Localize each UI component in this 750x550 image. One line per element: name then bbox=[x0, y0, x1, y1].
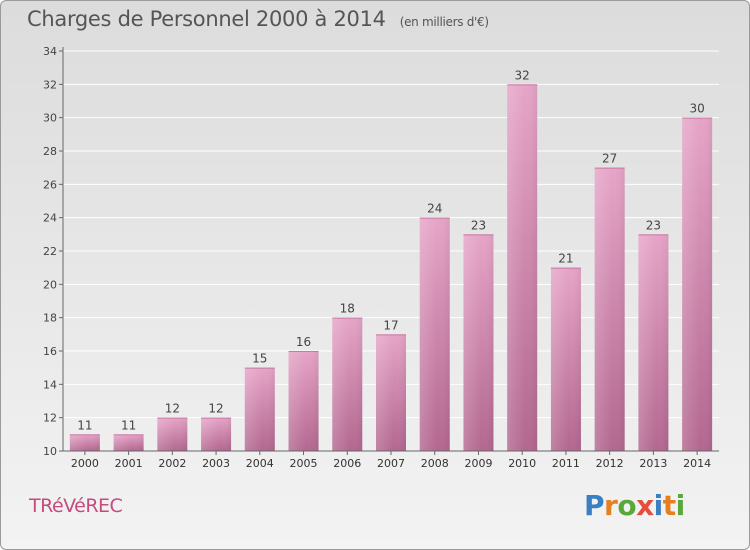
logo-letter: i bbox=[675, 489, 686, 522]
value-label-2004: 15 bbox=[252, 352, 267, 366]
value-label-2011: 21 bbox=[558, 252, 573, 266]
chart-subtitle: (en milliers d'€) bbox=[399, 15, 489, 29]
value-label-2013: 23 bbox=[646, 218, 661, 232]
y-tick-label: 14 bbox=[43, 378, 57, 391]
bar-shade-2000 bbox=[69, 434, 100, 451]
value-label-2010: 32 bbox=[515, 68, 530, 82]
value-label-2000: 11 bbox=[77, 418, 92, 432]
x-tick-label-2002: 2002 bbox=[158, 457, 186, 470]
value-label-2012: 27 bbox=[602, 152, 617, 166]
y-tick-label: 12 bbox=[43, 412, 57, 425]
x-tick-label-2011: 2011 bbox=[552, 457, 580, 470]
x-tick-label-2004: 2004 bbox=[246, 457, 274, 470]
x-tick-label-2000: 2000 bbox=[71, 457, 99, 470]
value-label-2008: 24 bbox=[427, 202, 442, 216]
bar-shade-2001 bbox=[113, 434, 144, 451]
x-tick-label-2005: 2005 bbox=[290, 457, 318, 470]
y-tick-label: 16 bbox=[43, 345, 57, 358]
bar-shade-2008 bbox=[419, 217, 450, 451]
proxiti-logo: Proxiti bbox=[584, 489, 685, 522]
logo-letter: t bbox=[662, 489, 676, 522]
y-tick-label: 18 bbox=[43, 312, 57, 325]
bar-shade-2007 bbox=[376, 334, 406, 451]
bar-shade-2012 bbox=[594, 167, 625, 451]
chart-title-text: Charges de Personnel 2000 à 2014 bbox=[27, 7, 386, 31]
y-tick-label: 20 bbox=[43, 278, 57, 291]
bar-shade-2006 bbox=[332, 317, 363, 451]
bar-shade-2005 bbox=[288, 351, 319, 451]
x-tick-label-2010: 2010 bbox=[508, 457, 536, 470]
y-tick-label: 26 bbox=[43, 178, 57, 191]
y-tick-label: 34 bbox=[43, 45, 57, 58]
y-tick-label: 30 bbox=[43, 112, 57, 125]
value-label-2006: 18 bbox=[340, 302, 355, 316]
logo-letter: P bbox=[584, 489, 605, 522]
bar-shade-2014 bbox=[682, 117, 713, 452]
x-tick-label-2006: 2006 bbox=[333, 457, 361, 470]
value-label-2005: 16 bbox=[296, 335, 311, 349]
bar-shade-2004 bbox=[244, 367, 275, 451]
y-tick-label: 28 bbox=[43, 145, 57, 158]
location-label: TRéVéREC bbox=[29, 495, 123, 517]
x-tick-label-2009: 2009 bbox=[464, 457, 492, 470]
bar-shade-2003 bbox=[201, 417, 232, 451]
bar-shade-2011 bbox=[550, 267, 581, 451]
x-tick-label-2007: 2007 bbox=[377, 457, 405, 470]
value-label-2007: 17 bbox=[383, 318, 398, 332]
y-tick-label: 10 bbox=[43, 445, 57, 458]
x-tick-label-2003: 2003 bbox=[202, 457, 230, 470]
bar-shade-2013 bbox=[638, 234, 669, 451]
value-label-2002: 12 bbox=[165, 402, 180, 416]
value-label-2003: 12 bbox=[208, 402, 223, 416]
logo-letter: o bbox=[617, 489, 637, 522]
x-tick-label-2014: 2014 bbox=[683, 457, 711, 470]
bar-shade-2002 bbox=[157, 417, 188, 451]
logo-letter: x bbox=[636, 489, 654, 522]
bar-shade-2009 bbox=[463, 234, 494, 451]
y-tick-label: 32 bbox=[43, 78, 57, 91]
bar-shade-2010 bbox=[507, 84, 538, 451]
value-label-2014: 30 bbox=[689, 102, 704, 116]
x-tick-label-2001: 2001 bbox=[115, 457, 143, 470]
y-tick-label: 24 bbox=[43, 212, 57, 225]
x-tick-label-2013: 2013 bbox=[639, 457, 667, 470]
value-label-2001: 11 bbox=[121, 418, 136, 432]
x-tick-label-2012: 2012 bbox=[596, 457, 624, 470]
chart-title: Charges de Personnel 2000 à 2014 (en mill… bbox=[27, 7, 489, 31]
value-label-2009: 23 bbox=[471, 218, 486, 232]
y-tick-label: 22 bbox=[43, 245, 57, 258]
logo-letter: r bbox=[604, 489, 618, 522]
x-tick-label-2008: 2008 bbox=[421, 457, 449, 470]
logo-letter: i bbox=[653, 489, 664, 522]
